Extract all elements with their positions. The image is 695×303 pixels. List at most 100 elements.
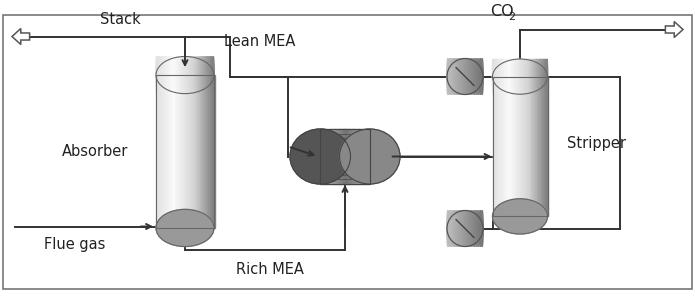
Ellipse shape xyxy=(195,56,197,94)
Bar xyxy=(179,75,181,228)
Ellipse shape xyxy=(158,56,161,94)
Bar xyxy=(173,75,175,228)
Text: Stack: Stack xyxy=(99,12,140,26)
Ellipse shape xyxy=(472,211,474,247)
Bar xyxy=(162,75,164,228)
Ellipse shape xyxy=(174,56,177,94)
Bar xyxy=(197,75,199,228)
Ellipse shape xyxy=(193,56,195,94)
Bar xyxy=(327,129,329,184)
Bar xyxy=(167,75,170,228)
Bar xyxy=(535,77,537,216)
Ellipse shape xyxy=(505,59,507,94)
Ellipse shape xyxy=(468,211,471,247)
Ellipse shape xyxy=(546,59,548,94)
Ellipse shape xyxy=(156,209,214,247)
Ellipse shape xyxy=(524,59,525,94)
Bar xyxy=(325,129,327,184)
Bar xyxy=(193,75,194,228)
Bar xyxy=(507,77,509,216)
Ellipse shape xyxy=(450,211,452,247)
Bar xyxy=(366,129,368,184)
Ellipse shape xyxy=(188,56,190,94)
Ellipse shape xyxy=(465,58,467,95)
Ellipse shape xyxy=(461,211,464,247)
Ellipse shape xyxy=(456,211,458,247)
Bar xyxy=(183,75,186,228)
Ellipse shape xyxy=(206,56,208,94)
Bar xyxy=(156,75,158,228)
Bar xyxy=(170,75,172,228)
Ellipse shape xyxy=(500,59,502,94)
Bar xyxy=(324,129,326,184)
Bar xyxy=(161,75,163,228)
Bar xyxy=(531,77,533,216)
Bar xyxy=(169,75,171,228)
Ellipse shape xyxy=(166,56,168,94)
Ellipse shape xyxy=(481,58,483,95)
Bar xyxy=(353,129,355,184)
Bar xyxy=(338,129,341,184)
Bar xyxy=(188,75,190,228)
Ellipse shape xyxy=(499,59,501,94)
Ellipse shape xyxy=(457,211,460,247)
Bar xyxy=(350,129,352,184)
Bar xyxy=(337,129,339,184)
Ellipse shape xyxy=(211,56,213,94)
Ellipse shape xyxy=(454,58,456,95)
Ellipse shape xyxy=(535,59,537,94)
Bar xyxy=(365,129,367,184)
Ellipse shape xyxy=(212,56,214,94)
Ellipse shape xyxy=(470,58,473,95)
Ellipse shape xyxy=(157,56,159,94)
Bar xyxy=(177,75,178,228)
Bar xyxy=(208,75,210,228)
Bar xyxy=(158,75,159,228)
Bar xyxy=(545,77,547,216)
Ellipse shape xyxy=(481,211,483,247)
Bar xyxy=(501,77,502,216)
Bar xyxy=(542,77,544,216)
Bar xyxy=(213,75,215,228)
Ellipse shape xyxy=(183,56,186,94)
Ellipse shape xyxy=(513,59,515,94)
Ellipse shape xyxy=(463,58,465,95)
Ellipse shape xyxy=(450,58,452,95)
Bar xyxy=(191,75,193,228)
Bar xyxy=(165,75,167,228)
Bar xyxy=(494,77,496,216)
Ellipse shape xyxy=(463,211,465,247)
Bar xyxy=(159,75,161,228)
Bar xyxy=(518,77,521,216)
Bar xyxy=(156,75,214,228)
Ellipse shape xyxy=(199,56,201,94)
Bar xyxy=(211,75,213,228)
Bar xyxy=(322,129,324,184)
Ellipse shape xyxy=(493,199,548,234)
Bar xyxy=(360,129,362,184)
Bar xyxy=(201,75,203,228)
Ellipse shape xyxy=(516,59,518,94)
Bar xyxy=(175,75,177,228)
Ellipse shape xyxy=(456,58,458,95)
Bar xyxy=(509,77,511,216)
Bar xyxy=(172,75,174,228)
Ellipse shape xyxy=(523,59,524,94)
Bar xyxy=(516,77,518,216)
Ellipse shape xyxy=(457,58,460,95)
Ellipse shape xyxy=(466,211,469,247)
Ellipse shape xyxy=(479,58,482,95)
Ellipse shape xyxy=(470,211,473,247)
Bar xyxy=(363,129,366,184)
Ellipse shape xyxy=(474,211,476,247)
Bar xyxy=(334,129,336,184)
Ellipse shape xyxy=(190,56,193,94)
Ellipse shape xyxy=(507,59,509,94)
Bar xyxy=(352,129,354,184)
Ellipse shape xyxy=(156,56,158,94)
Bar xyxy=(342,129,344,184)
Polygon shape xyxy=(12,28,30,45)
Ellipse shape xyxy=(186,56,188,94)
Bar xyxy=(194,75,196,228)
Ellipse shape xyxy=(465,211,467,247)
